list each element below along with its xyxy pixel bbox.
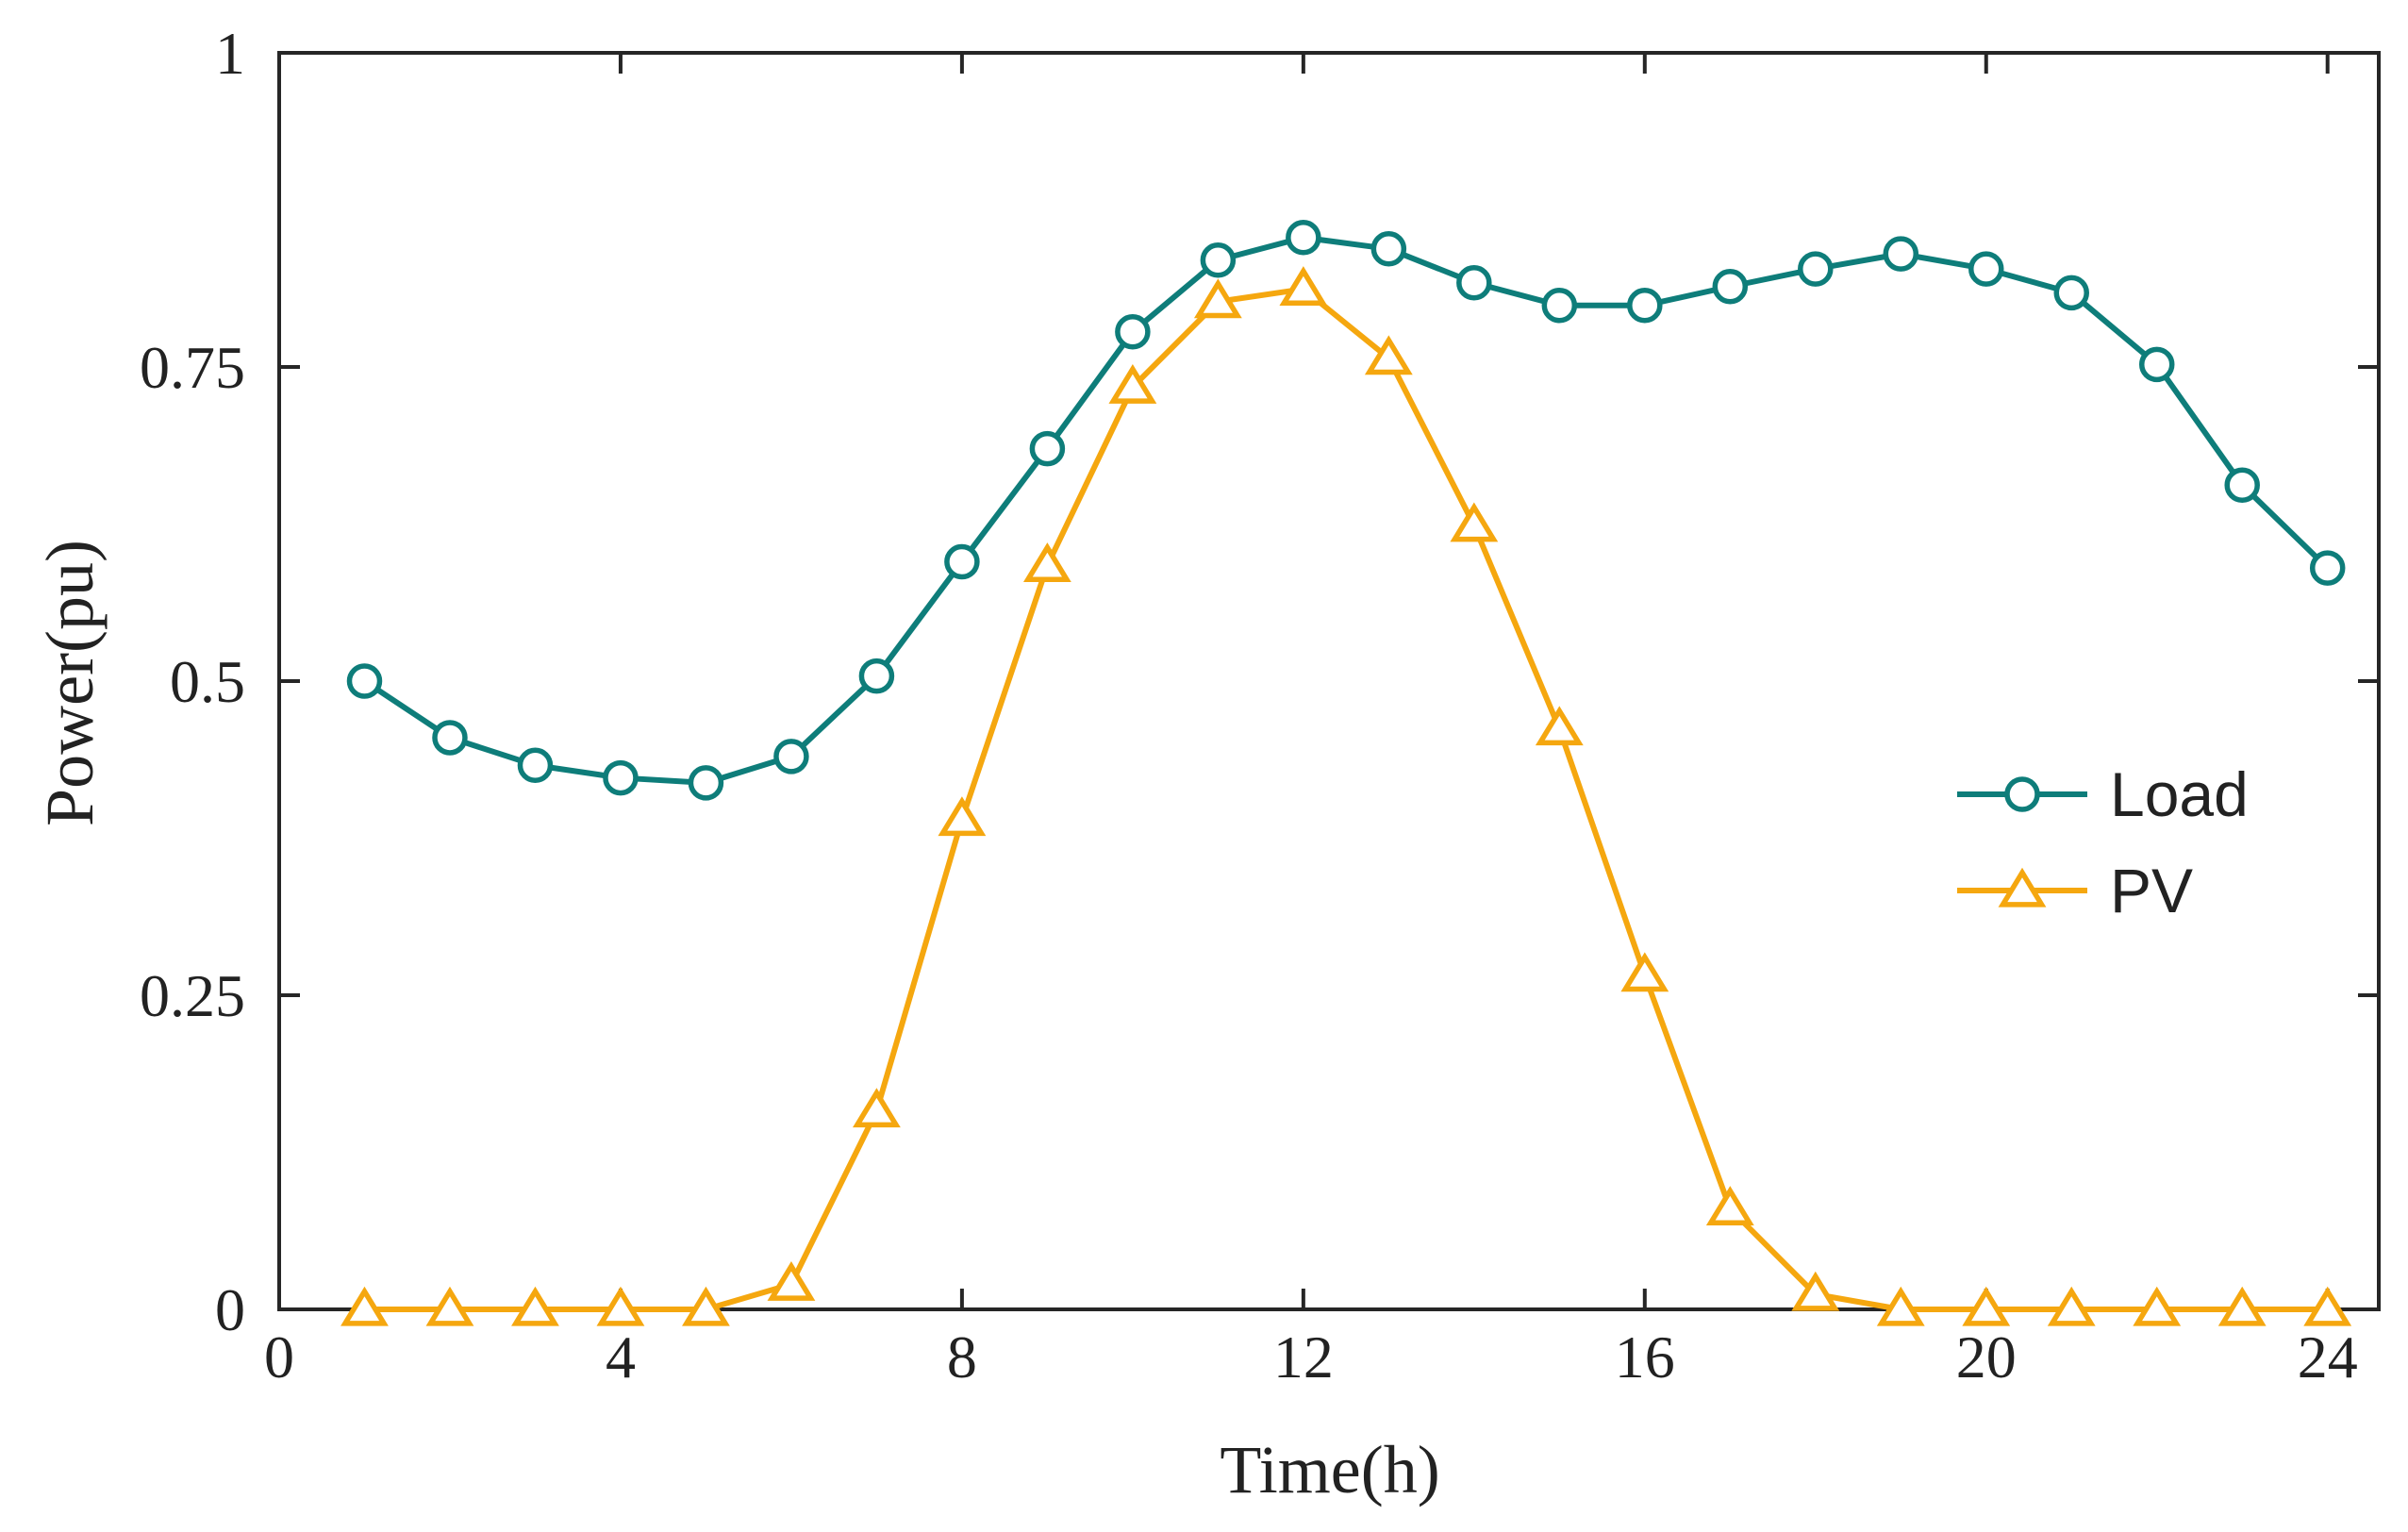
pv-line bbox=[364, 286, 2328, 1312]
series-layer bbox=[340, 220, 2352, 1326]
y-axis-title: Power(pu) bbox=[32, 540, 108, 826]
load-point bbox=[2224, 467, 2260, 503]
load-point bbox=[603, 759, 639, 796]
load-point bbox=[346, 663, 383, 699]
x-tick-label: 0 bbox=[264, 1324, 294, 1390]
x-tick-label: 20 bbox=[1956, 1324, 2017, 1390]
pv-point bbox=[1620, 952, 1669, 992]
load-point bbox=[1115, 313, 1151, 350]
y-tick-label: 0.5 bbox=[170, 648, 245, 715]
pv-point bbox=[425, 1286, 474, 1326]
pv-point bbox=[1962, 1286, 2011, 1326]
pv-point bbox=[1022, 542, 1071, 583]
load-point bbox=[1968, 251, 2004, 287]
load-point bbox=[1712, 269, 1749, 305]
pv-point bbox=[2133, 1286, 2182, 1326]
series-pv bbox=[340, 266, 2352, 1326]
y-tick-label: 0.25 bbox=[140, 962, 245, 1029]
load-point bbox=[1883, 236, 1919, 272]
legend-label-load: Load bbox=[2110, 759, 2249, 829]
pv-point bbox=[1876, 1286, 1925, 1326]
load-point bbox=[2309, 550, 2346, 586]
x-tick-label: 8 bbox=[947, 1324, 977, 1390]
legend-item-load: Load bbox=[1957, 759, 2249, 829]
x-tick-label: 12 bbox=[1273, 1324, 1334, 1390]
pv-point bbox=[938, 796, 987, 837]
pv-point bbox=[1535, 706, 1584, 746]
y-tick-label: 0.75 bbox=[140, 334, 245, 401]
load-point bbox=[1029, 430, 1066, 467]
load-point bbox=[2053, 275, 2089, 311]
pv-point bbox=[2047, 1286, 2096, 1326]
load-point bbox=[1200, 242, 1237, 278]
legend-label-pv: PV bbox=[2110, 856, 2193, 925]
pv-point bbox=[1279, 266, 1328, 306]
pv-point bbox=[853, 1088, 901, 1128]
pv-point bbox=[682, 1286, 730, 1326]
load-point bbox=[688, 765, 724, 801]
load-point bbox=[432, 720, 468, 756]
load-point bbox=[1370, 231, 1407, 267]
load-point bbox=[1286, 220, 1321, 256]
y-tick-label: 1 bbox=[215, 20, 245, 87]
pv-point bbox=[340, 1286, 389, 1326]
load-point bbox=[1541, 287, 1578, 324]
pv-point bbox=[596, 1286, 645, 1326]
load-point bbox=[2138, 346, 2175, 383]
pv-point bbox=[767, 1261, 816, 1301]
load-point bbox=[858, 658, 895, 694]
tick-labels: 0 4 8 12 16 20 24 0 0.25 0.5 0.75 1 bbox=[140, 20, 2358, 1390]
series-load bbox=[346, 220, 2346, 801]
pv-point bbox=[1791, 1271, 1840, 1311]
legend-marker-load bbox=[2004, 776, 2040, 812]
load-line bbox=[362, 234, 2330, 786]
legend-marker-pv bbox=[1998, 867, 2047, 908]
pv-point bbox=[1364, 335, 1413, 375]
x-tick-label: 4 bbox=[606, 1324, 636, 1390]
pv-point bbox=[1193, 278, 1242, 319]
pv-point bbox=[1108, 364, 1157, 404]
load-point bbox=[1456, 265, 1492, 301]
legend: Load PV bbox=[1957, 759, 2249, 925]
pv-point bbox=[2217, 1286, 2267, 1326]
x-tick-label: 24 bbox=[2298, 1324, 2358, 1390]
load-point bbox=[517, 747, 554, 783]
load-point bbox=[1798, 251, 1834, 287]
pv-point bbox=[1705, 1186, 1754, 1226]
pv-point bbox=[511, 1286, 559, 1326]
pv-point bbox=[2303, 1286, 2352, 1326]
load-point bbox=[1627, 287, 1663, 324]
y-tick-label: 0 bbox=[215, 1276, 245, 1343]
x-tick-label: 16 bbox=[1615, 1324, 1675, 1390]
legend-item-pv: PV bbox=[1957, 856, 2193, 925]
x-axis-title: Time(h) bbox=[1220, 1432, 1439, 1507]
load-point bbox=[773, 739, 809, 774]
pv-point bbox=[1450, 502, 1499, 542]
load-point bbox=[944, 543, 980, 580]
